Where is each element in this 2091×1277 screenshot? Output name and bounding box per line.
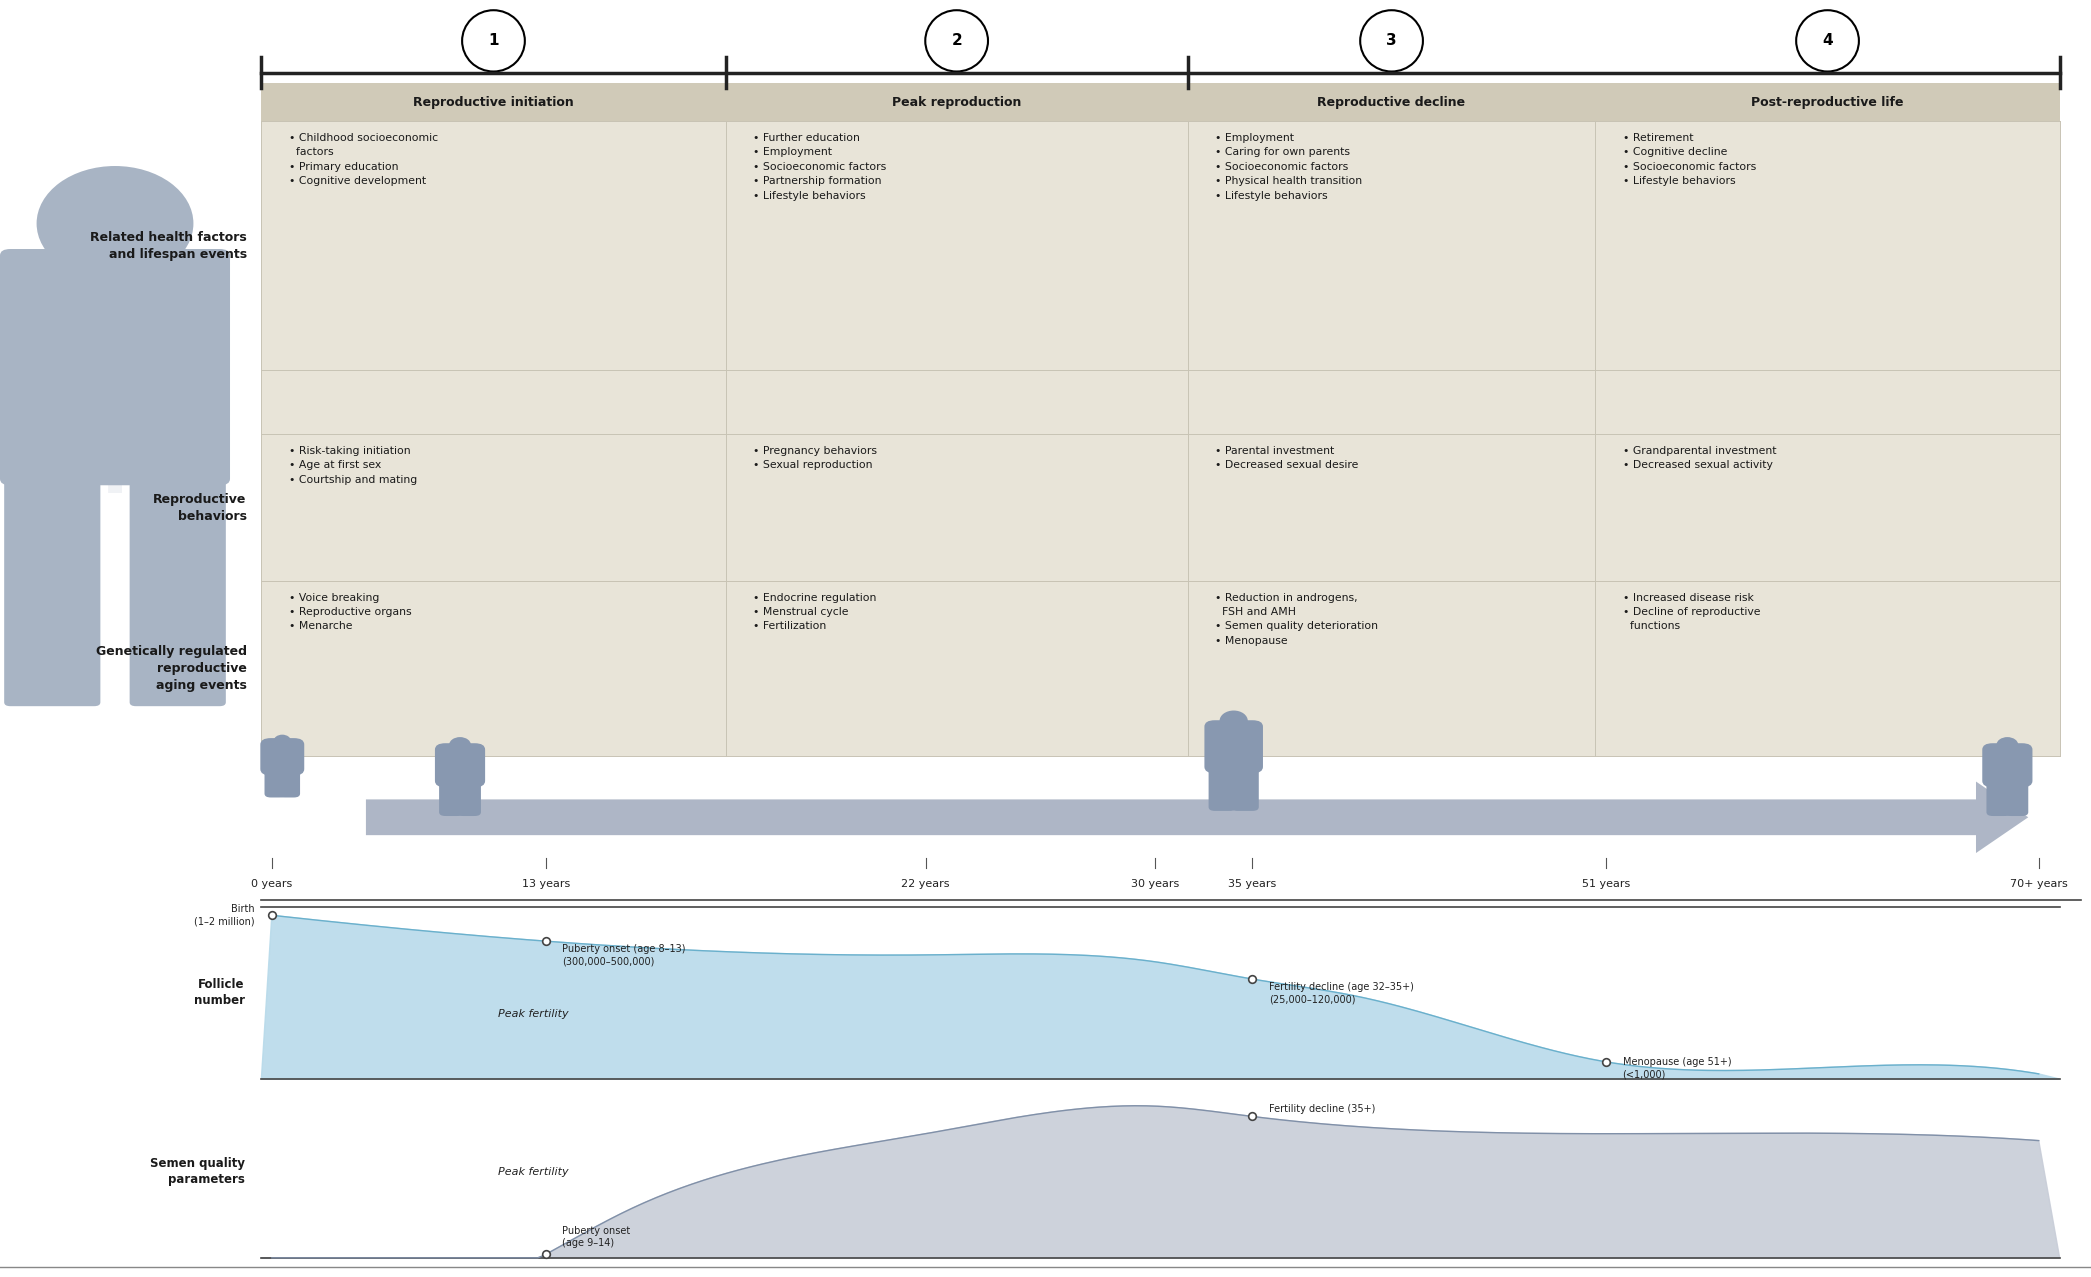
Text: • Employment
• Caring for own parents
• Socioeconomic factors
• Physical health : • Employment • Caring for own parents • … <box>1215 133 1361 200</box>
Ellipse shape <box>38 166 194 281</box>
Text: Semen quality
parameters: Semen quality parameters <box>151 1157 245 1186</box>
FancyBboxPatch shape <box>456 776 481 816</box>
FancyBboxPatch shape <box>439 776 464 816</box>
Text: 51 years: 51 years <box>1581 879 1631 889</box>
Ellipse shape <box>1219 710 1248 732</box>
Text: Reproductive
behaviors: Reproductive behaviors <box>153 493 247 522</box>
Text: 30 years: 30 years <box>1131 879 1179 889</box>
Text: Post-reproductive life: Post-reproductive life <box>1752 96 1903 109</box>
FancyBboxPatch shape <box>1209 764 1236 811</box>
Text: • Increased disease risk
• Decline of reproductive
  functions: • Increased disease risk • Decline of re… <box>1623 593 1761 631</box>
Ellipse shape <box>450 737 470 753</box>
Text: 2: 2 <box>951 33 962 49</box>
Text: • Grandparental investment
• Decreased sexual activity: • Grandparental investment • Decreased s… <box>1623 446 1775 470</box>
FancyBboxPatch shape <box>0 249 230 485</box>
Text: Puberty onset
(age 9–14): Puberty onset (age 9–14) <box>562 1226 631 1248</box>
Text: Genetically regulated
reproductive
aging events: Genetically regulated reproductive aging… <box>96 645 247 692</box>
Text: • Reduction in androgens,
  FSH and AMH
• Semen quality deterioration
• Menopaus: • Reduction in androgens, FSH and AMH • … <box>1215 593 1378 646</box>
FancyBboxPatch shape <box>278 765 301 797</box>
Text: 35 years: 35 years <box>1227 879 1278 889</box>
Text: • Further education
• Employment
• Socioeconomic factors
• Partnership formation: • Further education • Employment • Socio… <box>753 133 887 200</box>
Text: Reproductive initiation: Reproductive initiation <box>414 96 573 109</box>
FancyBboxPatch shape <box>4 475 100 706</box>
Ellipse shape <box>274 734 291 747</box>
Text: |: | <box>88 324 142 493</box>
Text: 13 years: 13 years <box>521 879 571 889</box>
Text: Birth
(1–2 million): Birth (1–2 million) <box>194 904 255 927</box>
Text: 0 years: 0 years <box>251 879 293 889</box>
Text: Peak reproduction: Peak reproduction <box>893 96 1020 109</box>
FancyBboxPatch shape <box>1232 764 1259 811</box>
Text: 4: 4 <box>1821 33 1834 49</box>
Text: Follicle
number: Follicle number <box>194 978 245 1008</box>
Text: Peak fertility: Peak fertility <box>498 1009 569 1019</box>
FancyBboxPatch shape <box>263 765 286 797</box>
Bar <box>1188 83 1595 121</box>
Bar <box>1595 83 2060 121</box>
Text: Reproductive decline: Reproductive decline <box>1317 96 1466 109</box>
Text: 1: 1 <box>487 33 500 49</box>
Text: Puberty onset (age 8–13)
(300,000–500,000): Puberty onset (age 8–13) (300,000–500,00… <box>562 944 686 967</box>
Bar <box>726 83 1188 121</box>
Text: Fertility decline (age 32–35+)
(25,000–120,000): Fertility decline (age 32–35+) (25,000–1… <box>1269 982 1414 1004</box>
Text: 22 years: 22 years <box>901 879 949 889</box>
FancyBboxPatch shape <box>1982 743 2032 787</box>
Polygon shape <box>366 782 2028 853</box>
Bar <box>1188 121 1595 756</box>
FancyBboxPatch shape <box>1986 776 2012 816</box>
Text: • Parental investment
• Decreased sexual desire: • Parental investment • Decreased sexual… <box>1215 446 1359 470</box>
Polygon shape <box>261 916 2060 1079</box>
Ellipse shape <box>1997 737 2018 753</box>
Text: • Childhood socioeconomic
  factors
• Primary education
• Cognitive development: • Childhood socioeconomic factors • Prim… <box>289 133 437 186</box>
Bar <box>1595 121 2060 756</box>
FancyBboxPatch shape <box>1204 720 1263 773</box>
Polygon shape <box>261 1106 2060 1258</box>
Bar <box>261 121 726 756</box>
FancyBboxPatch shape <box>435 743 485 787</box>
Text: 70+ years: 70+ years <box>2009 879 2068 889</box>
Text: • Pregnancy behaviors
• Sexual reproduction: • Pregnancy behaviors • Sexual reproduct… <box>753 446 876 470</box>
Text: Related health factors
and lifespan events: Related health factors and lifespan even… <box>90 231 247 261</box>
FancyBboxPatch shape <box>2003 776 2028 816</box>
Bar <box>726 121 1188 756</box>
Text: • Risk-taking initiation
• Age at first sex
• Courtship and mating: • Risk-taking initiation • Age at first … <box>289 446 416 484</box>
FancyBboxPatch shape <box>259 738 305 775</box>
Text: • Endocrine regulation
• Menstrual cycle
• Fertilization: • Endocrine regulation • Menstrual cycle… <box>753 593 876 631</box>
Text: 3: 3 <box>1386 33 1397 49</box>
Bar <box>261 83 726 121</box>
FancyBboxPatch shape <box>130 475 226 706</box>
Text: Peak fertility: Peak fertility <box>498 1167 569 1176</box>
Text: • Voice breaking
• Reproductive organs
• Menarche: • Voice breaking • Reproductive organs •… <box>289 593 412 631</box>
Text: Menopause (age 51+)
(<1,000): Menopause (age 51+) (<1,000) <box>1623 1057 1731 1079</box>
Text: • Retirement
• Cognitive decline
• Socioeconomic factors
• Lifestyle behaviors: • Retirement • Cognitive decline • Socio… <box>1623 133 1756 186</box>
Text: Fertility decline (35+): Fertility decline (35+) <box>1269 1103 1376 1114</box>
